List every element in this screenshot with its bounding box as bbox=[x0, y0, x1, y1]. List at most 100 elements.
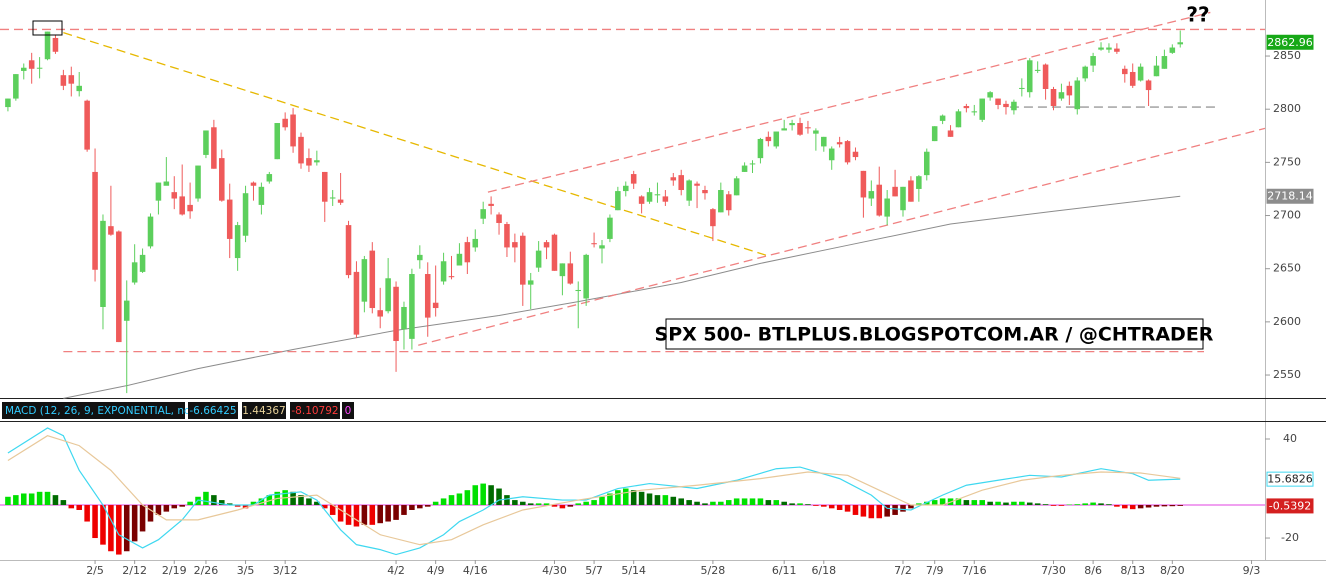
x-tick-label: 5/7 bbox=[585, 564, 603, 577]
candle-body bbox=[971, 111, 978, 113]
candle-body bbox=[884, 198, 890, 217]
candle-body bbox=[401, 306, 407, 330]
candle-body bbox=[725, 194, 732, 211]
candle-body bbox=[1011, 101, 1017, 111]
histogram-bar bbox=[139, 505, 146, 532]
candle-body bbox=[298, 136, 304, 164]
candle-body bbox=[258, 186, 265, 205]
candle-body bbox=[654, 194, 661, 196]
candle-body bbox=[670, 177, 677, 181]
candle-body bbox=[171, 192, 178, 199]
histogram-bar bbox=[813, 505, 819, 506]
histogram-tag: -0.5392 bbox=[1269, 499, 1311, 512]
candle-body bbox=[108, 226, 114, 235]
histogram-bar bbox=[1177, 505, 1184, 506]
histogram-bar bbox=[702, 503, 708, 506]
histogram-bar bbox=[1042, 504, 1049, 506]
histogram-bar bbox=[464, 490, 471, 506]
histogram-bar bbox=[258, 498, 265, 506]
histogram-bar bbox=[931, 500, 938, 506]
candle-body bbox=[694, 183, 700, 186]
histogram-bar bbox=[678, 498, 684, 506]
histogram-bar bbox=[1050, 505, 1057, 506]
histogram-bar bbox=[1129, 505, 1136, 510]
histogram-bar bbox=[187, 501, 193, 506]
histogram-bar bbox=[527, 503, 534, 506]
histogram-bar bbox=[805, 504, 811, 506]
candle-body bbox=[385, 278, 391, 312]
histogram-bar bbox=[828, 505, 835, 509]
candle-body bbox=[749, 163, 756, 165]
histogram-bar bbox=[718, 501, 724, 506]
candle-body bbox=[860, 170, 867, 198]
header-value: 1.44367 bbox=[242, 405, 285, 417]
histogram-bar bbox=[44, 491, 51, 506]
candle-body bbox=[1034, 69, 1041, 71]
histogram-bar bbox=[52, 495, 59, 506]
histogram-bar bbox=[60, 500, 67, 506]
histogram-bar bbox=[543, 503, 550, 506]
candle-body bbox=[195, 165, 201, 199]
histogram-bar bbox=[749, 498, 756, 506]
candle-body bbox=[527, 280, 534, 285]
candle-body bbox=[543, 242, 550, 248]
histogram-bar bbox=[1169, 505, 1176, 507]
histogram-bar bbox=[860, 505, 867, 517]
histogram-bar bbox=[1106, 504, 1112, 506]
histogram-bar bbox=[171, 505, 178, 509]
candle-body bbox=[1026, 60, 1033, 93]
candle-body bbox=[733, 178, 740, 196]
candle-body bbox=[155, 182, 162, 201]
histogram-bar bbox=[401, 505, 407, 515]
histogram-bar bbox=[432, 501, 439, 506]
histogram-bar bbox=[219, 500, 225, 506]
x-tick-label: 6/18 bbox=[811, 564, 836, 577]
candle-body bbox=[290, 114, 296, 147]
histogram-bar bbox=[670, 496, 677, 506]
histogram-bar bbox=[1161, 505, 1168, 507]
y-tick-label: 2800 bbox=[1273, 102, 1301, 115]
candle-body bbox=[139, 254, 146, 272]
histogram-bar bbox=[242, 505, 249, 509]
candle-body bbox=[314, 160, 320, 163]
x-tick-label: 8/6 bbox=[1084, 564, 1102, 577]
candle-body bbox=[710, 209, 716, 227]
histogram-bar bbox=[36, 491, 43, 506]
candle-body bbox=[1082, 66, 1088, 79]
candle-body bbox=[76, 85, 82, 92]
histogram-bar bbox=[314, 501, 320, 506]
candle-body bbox=[844, 141, 851, 163]
histogram-bar bbox=[290, 491, 296, 506]
header-box bbox=[2, 402, 185, 419]
candle-body bbox=[1019, 87, 1025, 89]
candle-body bbox=[868, 191, 875, 199]
x-tick-label: 4/30 bbox=[542, 564, 567, 577]
histogram-bar bbox=[353, 505, 360, 527]
candle-body bbox=[939, 115, 946, 121]
candle-body bbox=[131, 262, 138, 283]
candle-body bbox=[306, 158, 312, 166]
candle-body bbox=[234, 225, 241, 259]
x-tick-label: 2/19 bbox=[162, 564, 187, 577]
candle-body bbox=[147, 216, 154, 247]
candle-body bbox=[686, 180, 692, 201]
candle-body bbox=[187, 204, 193, 212]
candle-body bbox=[638, 196, 645, 204]
candle-body bbox=[575, 289, 582, 292]
candle-body bbox=[1129, 71, 1136, 86]
histogram-bar bbox=[5, 496, 11, 506]
candle-body bbox=[876, 184, 883, 216]
histogram-bar bbox=[84, 505, 90, 522]
candle-body bbox=[1177, 42, 1184, 45]
histogram-bar bbox=[131, 505, 138, 542]
candle-body bbox=[622, 185, 629, 192]
histogram-bar bbox=[694, 501, 700, 506]
candle-body bbox=[337, 199, 344, 203]
histogram-bar bbox=[337, 505, 344, 522]
macd-tag: 15.6826 bbox=[1267, 473, 1313, 486]
candle-body bbox=[1137, 66, 1144, 81]
x-tick-label: 9/3 bbox=[1243, 564, 1261, 577]
candle-body bbox=[250, 182, 257, 186]
histogram-bar bbox=[995, 501, 1001, 506]
histogram-bar bbox=[361, 505, 368, 525]
